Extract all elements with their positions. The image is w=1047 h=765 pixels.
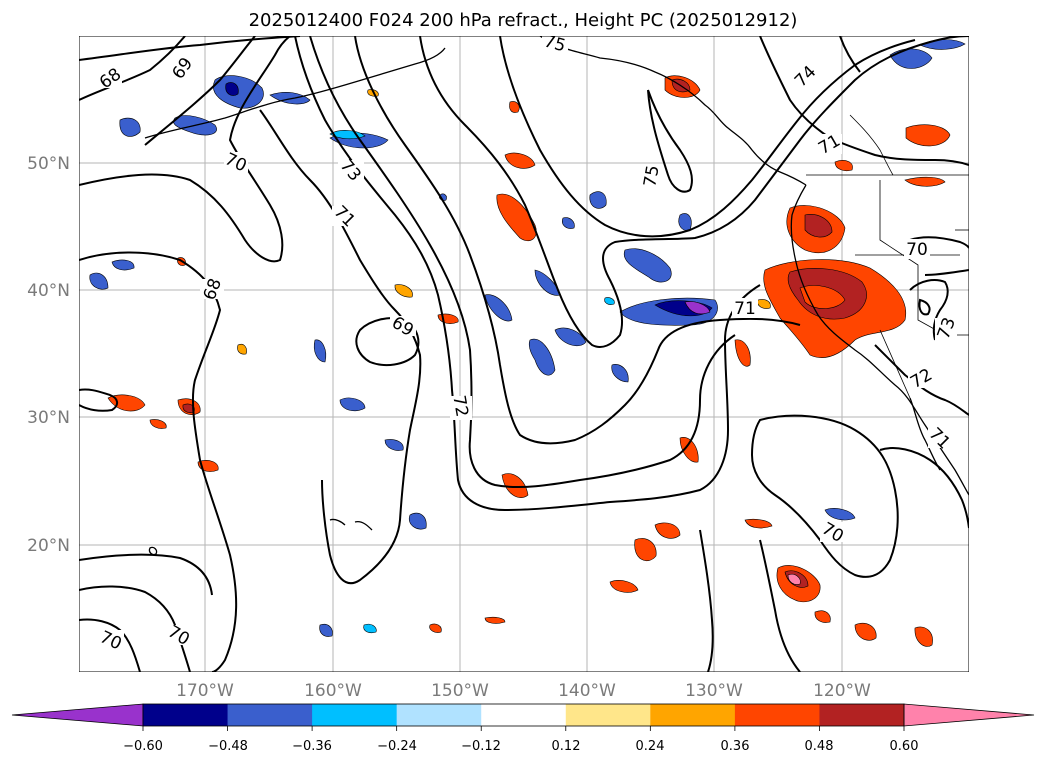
colorbar bbox=[11, 703, 1035, 731]
lat-label: 20°N bbox=[27, 536, 70, 556]
colorbar-segment bbox=[143, 704, 229, 726]
colorbar-tick-label: 0.48 bbox=[805, 739, 834, 754]
lon-label: 170°W bbox=[176, 681, 234, 701]
map-title: 2025012400 F024 200 hPa refract., Height… bbox=[249, 10, 798, 31]
colorbar-tick-label: −0.36 bbox=[292, 739, 332, 754]
colorbar-ticks: −0.60 −0.48 −0.36 −0.24 −0.12 0.12 0.24 … bbox=[123, 739, 918, 754]
colorbar-tick-label: 0.12 bbox=[552, 739, 581, 754]
positive-anomaly-shading bbox=[107, 75, 951, 647]
colorbar-segment bbox=[481, 704, 567, 726]
contour-label: 75 bbox=[542, 32, 568, 57]
colorbar-tick-label: −0.60 bbox=[123, 739, 163, 754]
latitude-labels: 50°N 40°N 30°N 20°N bbox=[27, 154, 70, 556]
negative-anomaly-shading bbox=[89, 39, 966, 637]
lon-label: 160°W bbox=[304, 681, 362, 701]
colorbar-segment bbox=[565, 704, 651, 726]
colorbar-segment bbox=[819, 704, 905, 726]
colorbar-segment bbox=[227, 704, 313, 726]
longitude-labels: 170°W 160°W 150°W 140°W 130°W 120°W bbox=[176, 681, 871, 701]
lat-label: 50°N bbox=[27, 154, 70, 174]
contour-label: 75 bbox=[640, 164, 663, 189]
contour-label: 70 bbox=[906, 240, 928, 260]
contour-label: 72 bbox=[448, 394, 471, 419]
colorbar-segment bbox=[396, 704, 482, 726]
contour-label: 71 bbox=[734, 299, 756, 319]
lon-label: 130°W bbox=[685, 681, 743, 701]
colorbar-segment bbox=[734, 704, 820, 726]
colorbar-tick-label: −0.24 bbox=[377, 739, 417, 754]
lat-label: 40°N bbox=[27, 281, 70, 301]
colorbar-extend-high bbox=[903, 703, 1035, 727]
colorbar-outline bbox=[142, 703, 905, 727]
map-area: 68 69 70 73 71 68 69 72 75 75 74 71 70 bbox=[79, 32, 969, 672]
height-contours bbox=[79, 36, 969, 672]
colorbar-tick-label: 0.36 bbox=[721, 739, 750, 754]
colorbar-tick-label: 0.24 bbox=[636, 739, 665, 754]
colorbar-extend-low bbox=[11, 703, 144, 727]
lon-label: 140°W bbox=[558, 681, 616, 701]
lon-label: 150°W bbox=[431, 681, 489, 701]
colorbar-tick-label: 0.60 bbox=[890, 739, 919, 754]
lat-label: 30°N bbox=[27, 408, 70, 428]
lon-label: 120°W bbox=[813, 681, 871, 701]
colorbar-segment bbox=[312, 704, 398, 726]
colorbar-tick-label: −0.48 bbox=[208, 739, 248, 754]
colorbar-tick-label: −0.12 bbox=[461, 739, 501, 754]
colorbar-segment bbox=[650, 704, 736, 726]
